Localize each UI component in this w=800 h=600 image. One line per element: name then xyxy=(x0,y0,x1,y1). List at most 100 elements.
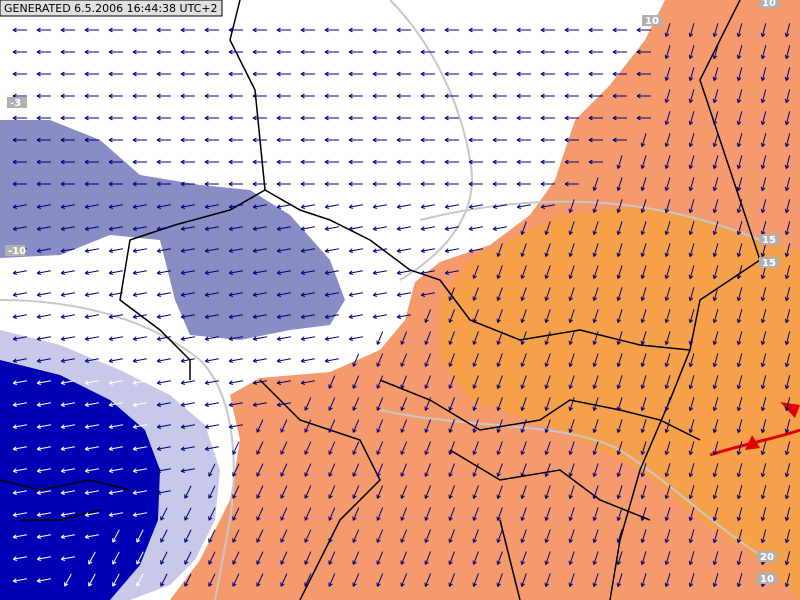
wind-arrow xyxy=(60,336,75,341)
wind-arrow xyxy=(60,248,75,253)
wind-arrow xyxy=(328,463,336,477)
wind-arrow xyxy=(424,353,432,367)
wind-arrow xyxy=(712,529,719,544)
wind-arrow xyxy=(372,71,387,77)
wind-arrow xyxy=(36,490,51,495)
wind-arrow xyxy=(760,177,767,192)
wind-arrow xyxy=(688,221,695,236)
wind-arrow xyxy=(520,441,527,455)
wind-arrow xyxy=(688,485,695,500)
wind-arrow xyxy=(636,71,651,77)
wind-arrow xyxy=(252,270,267,275)
wind-arrow xyxy=(712,243,719,258)
wind-arrow xyxy=(324,49,339,55)
wind-arrow xyxy=(420,93,435,99)
wind-arrow xyxy=(520,221,527,235)
wind-arrow xyxy=(712,397,719,412)
wind-arrow xyxy=(36,71,51,77)
wind-arrow xyxy=(180,137,195,143)
wind-arrow xyxy=(348,71,363,77)
wind-arrow xyxy=(516,159,531,165)
wind-arrow xyxy=(736,551,743,566)
border xyxy=(609,0,761,600)
wind-arrow xyxy=(712,265,719,280)
wind-arrow xyxy=(616,155,623,170)
wind-arrow xyxy=(324,93,339,99)
wind-arrow xyxy=(444,137,459,143)
wind-arrow xyxy=(420,115,435,121)
wind-arrow xyxy=(376,331,384,345)
wind-arrow xyxy=(12,578,27,583)
wind-arrow xyxy=(616,221,623,236)
wind-arrow xyxy=(616,507,623,522)
wind-arrow xyxy=(688,67,695,82)
wind-arrow xyxy=(664,221,671,236)
wind-arrow xyxy=(688,265,695,280)
wind-arrow xyxy=(492,137,507,143)
contour-label-box xyxy=(7,97,27,108)
wind-arrow xyxy=(640,243,647,258)
wind-arrow xyxy=(352,551,360,565)
wind-arrow xyxy=(180,380,195,385)
wind-arrow xyxy=(372,314,387,319)
wind-arrow xyxy=(276,115,291,121)
wind-arrow xyxy=(276,270,291,275)
wind-arrow xyxy=(592,265,599,280)
wind-arrow xyxy=(784,23,791,38)
wind-arrow xyxy=(108,380,123,385)
wind-arrow xyxy=(108,71,123,77)
wind-arrow xyxy=(348,204,363,209)
wind-arrow xyxy=(784,331,791,346)
wind-arrow xyxy=(400,441,408,455)
wind-arrow xyxy=(36,49,51,55)
wind-arrow xyxy=(84,490,99,495)
wind-arrow xyxy=(736,309,743,324)
wind-arrow xyxy=(712,221,719,236)
wind-arrow xyxy=(448,309,455,323)
wind-arrow xyxy=(784,485,791,500)
wind-arrow xyxy=(516,93,531,99)
wind-arrow xyxy=(36,270,51,275)
wind-arrow xyxy=(520,375,527,389)
wind-arrow xyxy=(736,485,743,500)
wind-arrow xyxy=(544,309,551,323)
wind-arrow xyxy=(156,314,171,319)
wind-arrow xyxy=(712,89,719,104)
wind-arrow xyxy=(160,529,168,543)
wind-arrow xyxy=(12,27,27,33)
wind-arrow xyxy=(132,402,147,407)
wind-arrow xyxy=(540,27,555,33)
wind-arrow xyxy=(348,93,363,99)
wind-arrow xyxy=(616,331,623,346)
wind-arrow xyxy=(544,287,551,301)
wind-arrow xyxy=(256,485,264,499)
wind-arrow xyxy=(784,243,791,258)
wind-arrow xyxy=(612,49,627,55)
wind-arrow xyxy=(424,419,432,433)
wind-arrow xyxy=(12,358,27,363)
wind-arrow xyxy=(420,71,435,77)
wind-arrow xyxy=(372,204,387,209)
wind-arrow xyxy=(444,270,459,275)
wind-arrow xyxy=(232,441,240,455)
wind-arrow xyxy=(252,380,267,385)
wind-arrow xyxy=(468,226,483,231)
wind-arrow xyxy=(736,507,743,522)
wind-arrow xyxy=(60,226,75,231)
wind-arrow xyxy=(444,27,459,33)
wind-arrow xyxy=(304,463,312,477)
wind-arrow xyxy=(60,181,75,187)
wind-arrow xyxy=(204,204,219,209)
wind-arrow xyxy=(276,402,291,407)
wind-arrow xyxy=(468,159,483,165)
wind-arrow xyxy=(784,199,791,214)
contour-label: 15 xyxy=(762,258,776,269)
wind-arrow xyxy=(156,49,171,55)
wind-arrow xyxy=(60,137,75,143)
wind-arrow xyxy=(36,358,51,363)
wind-arrow xyxy=(400,573,408,587)
wind-arrow xyxy=(108,159,123,165)
wind-arrow xyxy=(712,375,719,390)
wind-arrow xyxy=(180,115,195,121)
